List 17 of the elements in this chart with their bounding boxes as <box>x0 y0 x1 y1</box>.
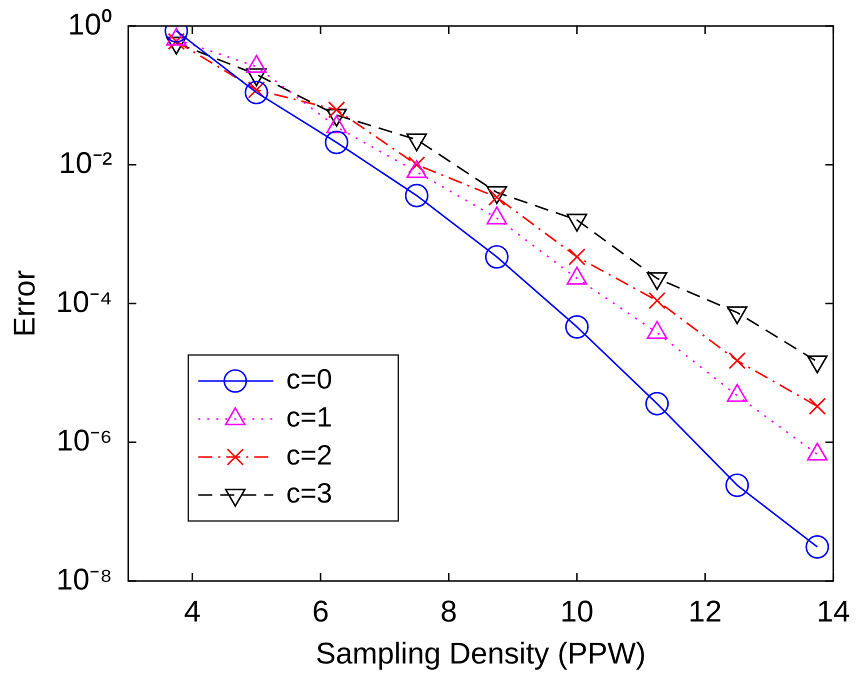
y-tick-label: 10⁻⁸ <box>56 563 112 596</box>
y-tick-label: 10⁰ <box>68 8 112 42</box>
y-tick-label: 10⁻² <box>58 147 112 180</box>
x-tick-label: 6 <box>312 595 329 628</box>
y-tick-label: 10⁻⁶ <box>56 424 112 458</box>
x-axis-title: Sampling Density (PPW) <box>316 637 646 670</box>
legend-label: c=2 <box>286 440 332 471</box>
x-tick-label: 14 <box>816 595 850 628</box>
legend-label: c=3 <box>286 478 332 509</box>
x-tick-label: 8 <box>440 595 458 628</box>
y-axis-title: Error <box>8 270 42 337</box>
x-tick-label: 12 <box>688 595 722 628</box>
legend-label: c=1 <box>286 402 332 433</box>
legend-label: c=0 <box>286 364 332 395</box>
y-tick-label: 10⁻⁴ <box>56 286 112 319</box>
x-tick-label: 4 <box>184 595 201 628</box>
x-tick-label: 10 <box>560 595 594 628</box>
